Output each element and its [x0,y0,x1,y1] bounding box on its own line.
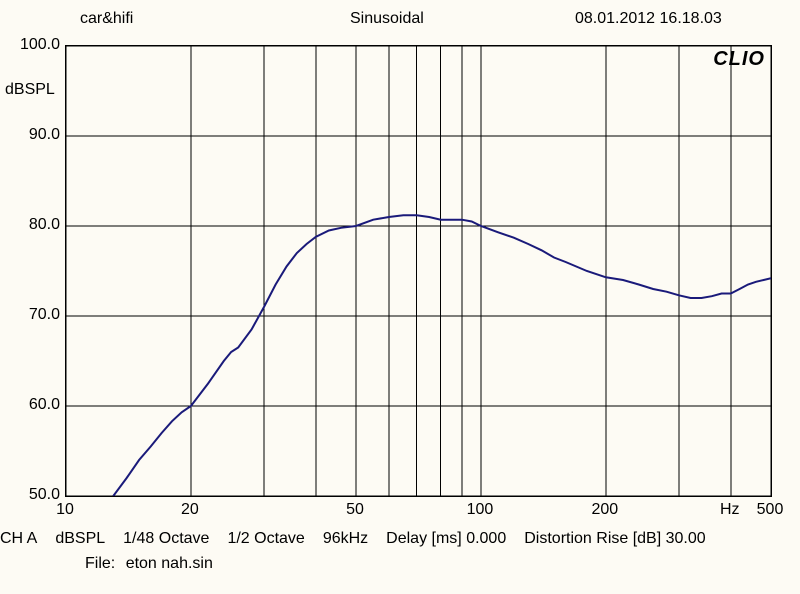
footer-line-1: CH A dBSPL 1/48 Octave 1/2 Octave 96kHz Delay… [0,530,800,548]
brand-logo: CLIO [713,48,765,71]
ytick-label: 50.0 [10,486,60,504]
header-right: 08.01.2012 16.18.03 [575,10,722,28]
footer-segment: 1/2 Octave [227,530,304,547]
plot-area: CLIO [65,45,772,497]
footer-segment: 1/48 Octave [123,530,209,547]
xtick-label: Hz [720,501,740,519]
ytick-label: 60.0 [10,396,60,414]
y-axis-label: dBSPL [5,81,55,99]
footer-segment: 96kHz [323,530,368,547]
header-left: car&hifi [80,10,133,28]
chart-container: car&hifi Sinusoidal 08.01.2012 16.18.03 … [0,0,800,594]
ytick-label: 70.0 [10,306,60,324]
ytick-label: 100.0 [10,36,60,54]
xtick-label: 500 [757,501,784,519]
footer-line-2: File: eton nah.sin [85,555,213,573]
footer-segment: Delay [ms] 0.000 [386,530,506,547]
xtick-label: 20 [181,501,199,519]
ytick-label: 90.0 [10,126,60,144]
header-center: Sinusoidal [350,10,424,28]
xtick-label: 50 [346,501,364,519]
file-name: eton nah.sin [126,555,213,572]
footer-segment: Distortion Rise [dB] 30.00 [524,530,705,547]
ytick-label: 80.0 [10,216,60,234]
xtick-label: 10 [56,501,74,519]
response-trace [113,215,771,496]
xtick-label: 100 [467,501,494,519]
xtick-label: 200 [592,501,619,519]
plot-svg [66,46,771,496]
file-label: File: [85,555,115,572]
footer-segment: dBSPL [55,530,105,547]
footer-segment: CH A [0,530,37,547]
